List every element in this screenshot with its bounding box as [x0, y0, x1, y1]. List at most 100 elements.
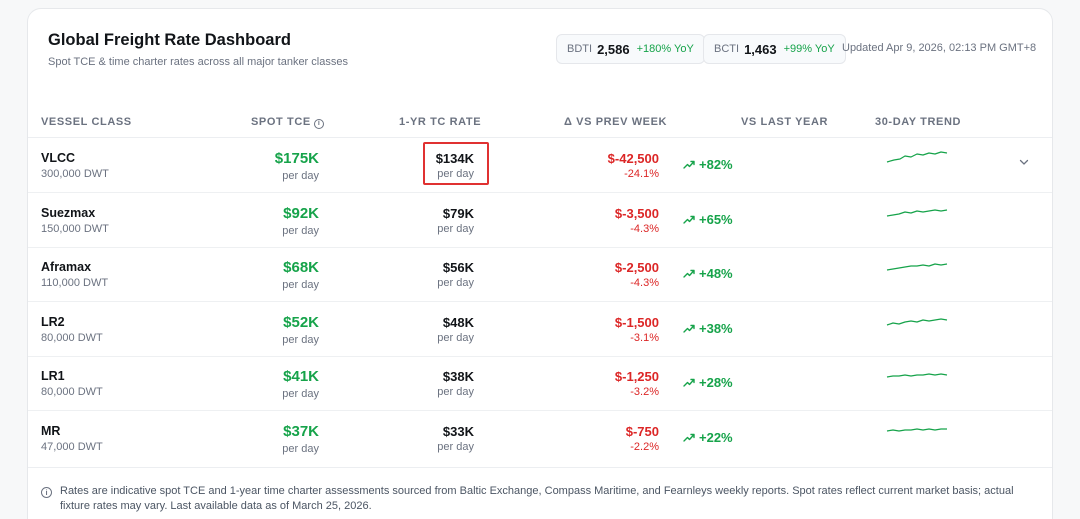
index-value: 2,586: [597, 41, 630, 57]
bcti-index-pill: BCTI 1,463 +99% YoY: [703, 34, 846, 64]
trend-up-icon: [683, 324, 695, 333]
vessel-name: Suezmax: [41, 206, 96, 220]
spot-unit: per day: [282, 388, 319, 400]
yoy-value: +38%: [699, 321, 733, 336]
yoy-change: +48%: [683, 266, 733, 281]
spot-unit: per day: [282, 334, 319, 346]
tc-rate-value: $33K: [442, 424, 474, 439]
footnote: i Rates are indicative spot TCE and 1-ye…: [28, 467, 1052, 512]
vessel-name: LR1: [41, 369, 65, 383]
sparkline: [886, 263, 948, 271]
delta-percent: -2.2%: [630, 441, 659, 453]
index-value: 1,463: [744, 41, 777, 57]
tc-rate-value: $79K: [442, 206, 474, 221]
vessel-name: LR2: [41, 315, 65, 329]
highlight-box: [423, 142, 489, 185]
sparkline: [886, 373, 948, 378]
vessel-dwt: 110,000 DWT: [41, 277, 109, 289]
vessel-name: MR: [41, 424, 61, 438]
spot-unit: per day: [282, 279, 319, 291]
yoy-value: +65%: [699, 212, 733, 227]
last-updated: Updated Apr 9, 2026, 02:13 PM GMT+8: [842, 42, 1037, 54]
yoy-change: +28%: [683, 375, 733, 390]
delta-value: $-1,250: [614, 369, 659, 384]
table-row[interactable]: MR 47,000 DWT $37K per day $33K per day $-750 -…: [28, 411, 1052, 466]
vessel-dwt: 80,000 DWT: [41, 332, 103, 344]
table-row[interactable]: Aframax 110,000 DWT $68K per day $56K per day…: [28, 247, 1052, 302]
vessel-dwt: 300,000 DWT: [41, 168, 109, 180]
col-vessel-class[interactable]: VESSEL CLASS: [41, 116, 132, 128]
yoy-change: +82%: [683, 157, 733, 172]
vessel-dwt: 150,000 DWT: [41, 223, 109, 235]
trend-up-icon: [683, 215, 695, 224]
delta-percent: -4.3%: [630, 277, 659, 289]
tc-rate-unit: per day: [437, 332, 474, 344]
spot-tce-value: $37K: [283, 423, 319, 440]
table-row[interactable]: LR2 80,000 DWT $52K per day $48K per day $-1,5…: [28, 302, 1052, 357]
info-icon: i: [41, 487, 52, 498]
page-subtitle: Spot TCE & time charter rates across all…: [48, 56, 348, 68]
col-tc-rate[interactable]: 1-YR TC RATE: [399, 116, 482, 128]
trend-up-icon: [683, 269, 695, 278]
yoy-change: +65%: [683, 212, 733, 227]
chevron-down-icon[interactable]: [1018, 156, 1030, 168]
info-icon[interactable]: i: [313, 119, 324, 129]
vessel-dwt: 80,000 DWT: [41, 386, 103, 398]
spot-unit: per day: [282, 443, 319, 455]
tc-rate-value: $38K: [442, 369, 474, 384]
index-label: BCTI: [714, 43, 740, 55]
spot-tce-value: $92K: [283, 205, 319, 222]
index-label: BDTI: [567, 43, 593, 55]
spot-unit: per day: [282, 225, 319, 237]
delta-percent: -4.3%: [630, 223, 659, 235]
delta-value: $-750: [625, 424, 659, 439]
table-row[interactable]: VLCC 300,000 DWT $175K per day $134K per day $…: [28, 138, 1052, 193]
sparkline: [886, 428, 947, 432]
bdti-index-pill: BDTI 2,586 +180% YoY: [556, 34, 705, 64]
spot-tce-value: $41K: [283, 368, 319, 385]
col-vs-last-year[interactable]: VS LAST YEAR: [741, 116, 829, 128]
index-change: +99% YoY: [783, 43, 835, 55]
table-header: VESSEL CLASS SPOT TCE i 1-YR TC RATE Δ VS…: [28, 112, 1052, 138]
trend-up-icon: [683, 160, 695, 169]
delta-percent: -24.1%: [624, 168, 659, 180]
delta-value: $-3,500: [614, 206, 659, 221]
col-30-day-trend: 30-DAY TREND: [875, 116, 962, 128]
footnote-text: Rates are indicative spot TCE and 1-year…: [60, 485, 1014, 512]
delta-value: $-1,500: [614, 315, 659, 330]
tc-rate-unit: per day: [437, 223, 474, 235]
col-delta-prev-week[interactable]: Δ VS PREV WEEK: [564, 116, 668, 128]
vessel-dwt: 47,000 DWT: [41, 441, 103, 453]
tc-rate-value: $134K: [435, 151, 474, 166]
yoy-value: +28%: [699, 375, 733, 390]
spot-unit: per day: [282, 170, 319, 182]
vessel-name: Aframax: [41, 260, 92, 274]
page-title: Global Freight Rate Dashboard: [48, 31, 291, 49]
delta-percent: -3.1%: [630, 332, 659, 344]
sparkline: [886, 151, 948, 163]
delta-value: $-2,500: [614, 260, 659, 275]
sparkline: [886, 318, 948, 326]
tc-rate-value: $48K: [442, 315, 474, 330]
tc-rate-unit: per day: [437, 386, 474, 398]
spot-tce-value: $68K: [283, 259, 319, 276]
trend-up-icon: [683, 433, 695, 442]
tc-rate-unit: per day: [437, 277, 474, 289]
yoy-change: +22%: [683, 430, 733, 445]
index-change: +180% YoY: [636, 43, 694, 55]
table-row[interactable]: Suezmax 150,000 DWT $92K per day $79K per day…: [28, 193, 1052, 248]
col-spot-tce[interactable]: SPOT TCE i: [251, 116, 324, 129]
yoy-value: +48%: [699, 266, 733, 281]
yoy-change: +38%: [683, 321, 733, 336]
yoy-value: +82%: [699, 157, 733, 172]
yoy-value: +22%: [699, 430, 733, 445]
dashboard-card: Global Freight Rate Dashboard Spot TCE &…: [27, 8, 1053, 519]
tc-rate-unit: per day: [437, 441, 474, 453]
delta-percent: -3.2%: [630, 386, 659, 398]
spot-tce-value: $52K: [283, 314, 319, 331]
delta-value: $-42,500: [607, 151, 659, 166]
vessel-name: VLCC: [41, 151, 76, 165]
table-row[interactable]: LR1 80,000 DWT $41K per day $38K per day $-1,2…: [28, 356, 1052, 411]
sparkline: [886, 209, 948, 217]
tc-rate-unit: per day: [437, 168, 474, 180]
